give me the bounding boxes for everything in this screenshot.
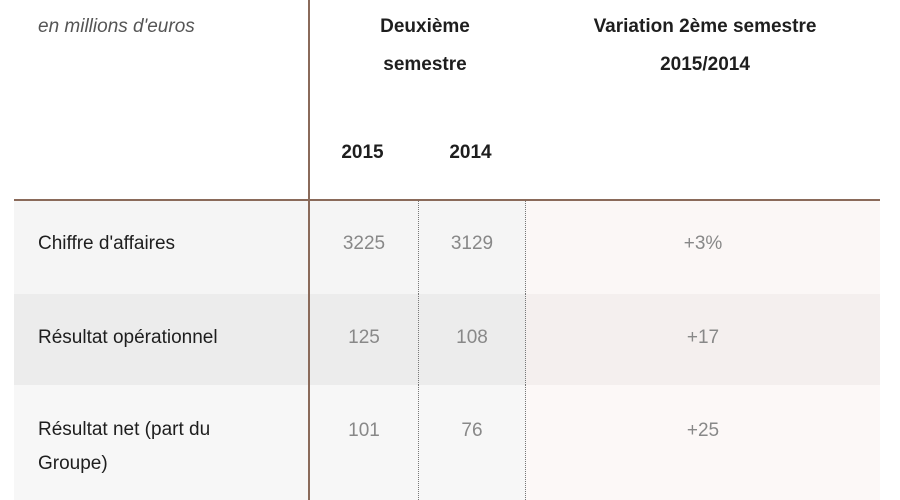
header-semester-line1: Deuxième — [380, 16, 470, 37]
value-2014-cell: 76 — [419, 385, 526, 500]
variation-cell: +25 — [526, 385, 880, 500]
value-2015-cell: 101 — [310, 385, 419, 500]
header-year-2015: 2015 — [341, 142, 384, 163]
table-row: Résultat net (part du Groupe) 101 76 +25 — [14, 385, 880, 500]
row-label-cell: Résultat net (part du Groupe) — [14, 385, 308, 500]
row-label-cell: Résultat opérationnel — [14, 294, 308, 385]
header-semester-line2: semestre — [383, 54, 467, 75]
header-divider — [14, 199, 880, 201]
header-variation-line1: Variation 2ème semestre — [593, 16, 817, 37]
header-variation: Variation 2ème semestre 2015/2014 — [530, 8, 880, 84]
value-2015-cell: 3225 — [310, 201, 419, 294]
table-row: Résultat opérationnel 125 108 +17 — [14, 294, 880, 385]
variation-value: +3% — [683, 233, 723, 254]
row-label: Résultat opérationnel — [38, 327, 218, 348]
header-variation-line2: 2015/2014 — [660, 54, 750, 75]
value-2014: 3129 — [450, 233, 494, 254]
column-divider — [308, 0, 310, 500]
row-label: Résultat net (part du Groupe) — [38, 419, 211, 474]
value-2015: 3225 — [342, 233, 386, 254]
row-label-cell: Chiffre d'affaires — [14, 201, 308, 294]
variation-cell: +17 — [526, 294, 880, 385]
header-year-2014: 2014 — [449, 142, 492, 163]
unit-label: en millions d'euros — [38, 16, 195, 37]
table-row: Chiffre d'affaires 3225 3129 +3% — [14, 201, 880, 294]
row-label: Chiffre d'affaires — [38, 233, 176, 254]
variation-value: +25 — [686, 420, 720, 441]
value-2015-cell: 125 — [310, 294, 419, 385]
header-second-semester: Deuxième semestre — [320, 8, 530, 84]
value-2014-cell: 108 — [419, 294, 526, 385]
value-2014-cell: 3129 — [419, 201, 526, 294]
value-2015: 101 — [348, 420, 380, 441]
value-2014: 108 — [456, 327, 488, 348]
variation-value: +17 — [686, 327, 720, 348]
variation-cell: +3% — [526, 201, 880, 294]
value-2014: 76 — [461, 420, 483, 441]
value-2015: 125 — [348, 327, 380, 348]
